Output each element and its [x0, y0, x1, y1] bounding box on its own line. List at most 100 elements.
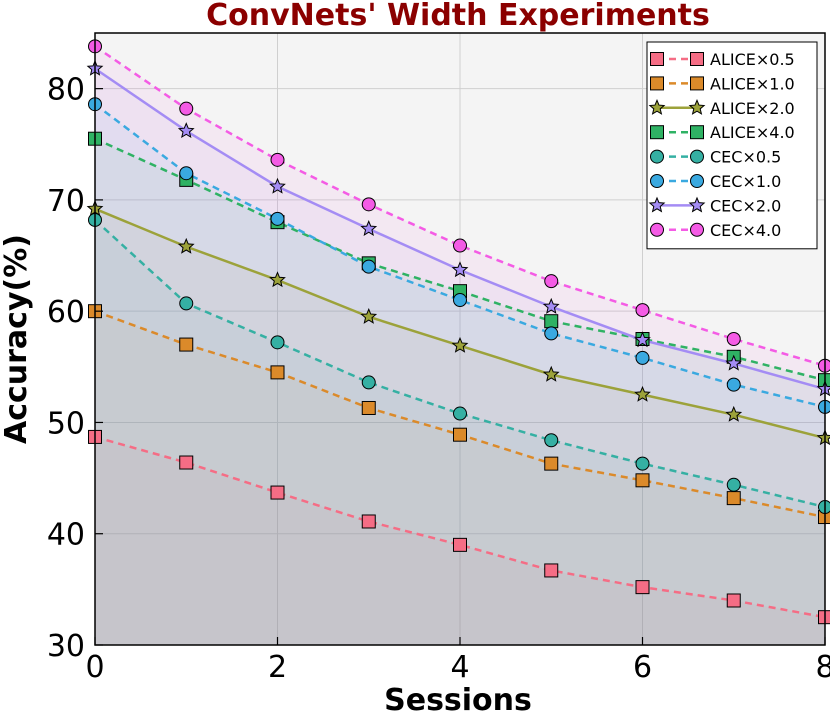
point-alice-1-0 [726, 491, 741, 506]
point-cec-2-0 [177, 122, 195, 139]
point-alice-1-0 [179, 337, 194, 352]
legend-marker-alice-0-5 [650, 52, 664, 66]
point-alice-1-0 [270, 365, 285, 380]
point-cec-0-5 [453, 406, 467, 421]
axis-ticks: 0 2 4 6 8 30 40 50 60 70 80 [47, 73, 830, 685]
point-cec-0-5 [361, 375, 376, 390]
legend-label-cec-0-5: CEC×0.5 [710, 148, 781, 167]
point-alice-2-0 [725, 405, 743, 422]
y-tick-label: 60 [47, 295, 85, 330]
legend-marker-cec-1-0 [650, 174, 664, 188]
point-alice-0-5 [270, 485, 285, 500]
point-alice-0-5 [726, 593, 741, 608]
chart-title: ConvNets' Width Experiments [206, 0, 710, 33]
legend-marker-alice-2-0 [648, 98, 666, 115]
y-axis-label: Accuracy(%) [0, 234, 34, 444]
point-alice-0-5 [635, 580, 650, 595]
point-alice-2-0 [451, 336, 469, 353]
legend-label-cec-4-0: CEC×4.0 [710, 221, 781, 240]
legend-marker-alice-4-0 [650, 125, 664, 140]
point-alice-2-0 [177, 237, 195, 254]
area-cec-1-0 [95, 104, 825, 645]
point-cec-4-0 [726, 332, 741, 346]
legend-marker-cec-2-0 [688, 196, 706, 213]
point-alice-0-5 [361, 514, 376, 529]
x-tick-label: 8 [815, 650, 830, 685]
legend-marker-cec-1-0 [690, 174, 704, 188]
point-cec-0-5 [179, 296, 194, 311]
point-alice-1-0 [635, 473, 650, 488]
y-tick-label: 70 [47, 184, 85, 219]
legend-label-alice-1-0: ALICE×1.0 [710, 74, 795, 93]
legend-marker-alice-0-5 [690, 52, 704, 66]
legend-label-cec-1-0: CEC×1.0 [710, 172, 781, 191]
point-cec-4-0 [361, 197, 376, 212]
point-cec-0-5 [635, 456, 650, 471]
line-cec-4-0 [94, 45, 826, 367]
legend-label-alice-0-5: ALICE×0.5 [710, 50, 795, 69]
x-tick-label: 6 [633, 650, 652, 685]
point-cec-2-0 [634, 331, 651, 348]
point-cec-1-0 [635, 350, 650, 365]
legend: ALICE×0.5 ALICE×1.0 ALICE×2.0 ALICE×4.0 CEC×… [646, 41, 818, 250]
line-cec-0-5 [94, 219, 826, 509]
point-cec-2-0 [269, 177, 286, 194]
area-alice-4-0 [95, 138, 825, 645]
point-cec-0-5 [270, 335, 285, 350]
point-cec-1-0 [361, 259, 376, 274]
point-alice-2-0 [269, 271, 286, 288]
point-cec-1-0 [726, 377, 741, 392]
point-alice-2-0 [542, 365, 560, 382]
x-tick-label: 0 [85, 650, 104, 685]
point-alice-1-0 [361, 400, 376, 415]
legend-marker-cec-0-5 [690, 149, 704, 164]
legend-label-alice-2-0: ALICE×2.0 [710, 99, 795, 118]
point-cec-1-0 [179, 166, 194, 181]
point-cec-2-0 [360, 220, 378, 236]
y-tick-label: 80 [47, 73, 85, 108]
point-cec-2-0 [542, 297, 560, 314]
point-alice-0-5 [179, 455, 194, 470]
point-cec-1-0 [270, 211, 285, 226]
y-tick-label: 50 [47, 406, 85, 441]
legend-label-alice-4-0: ALICE×4.0 [710, 123, 795, 142]
legend-marker-cec-4-0 [650, 222, 664, 237]
point-cec-2-0 [725, 354, 743, 371]
x-tick-label: 2 [268, 650, 287, 685]
point-cec-4-0 [635, 303, 650, 318]
point-alice-4-0 [544, 314, 559, 329]
point-cec-4-0 [453, 238, 467, 253]
point-alice-2-0 [360, 307, 378, 324]
legend-marker-alice-4-0 [690, 125, 704, 140]
y-tick-label: 30 [47, 629, 85, 664]
point-cec-4-0 [544, 274, 559, 289]
point-cec-1-0 [544, 326, 559, 341]
point-alice-1-0 [453, 427, 467, 442]
point-alice-1-0 [544, 456, 559, 471]
area-alice-1-0 [95, 311, 825, 645]
point-alice-2-0 [634, 385, 651, 402]
point-alice-0-5 [544, 563, 559, 578]
legend-label-cec-2-0: CEC×2.0 [710, 196, 781, 215]
legend-marker-cec-2-0 [648, 196, 666, 213]
line-cec-1-0 [94, 103, 826, 409]
legend-marker-cec-4-0 [690, 222, 704, 237]
y-tick-label: 40 [47, 518, 85, 553]
point-cec-4-0 [270, 152, 285, 167]
point-cec-0-5 [544, 433, 559, 448]
legend-marker-cec-0-5 [650, 149, 664, 164]
point-cec-2-0 [451, 261, 469, 278]
area-alice-2-0 [95, 208, 825, 645]
x-tick-label: 4 [450, 650, 469, 685]
legend-box [646, 41, 818, 250]
legend-marker-alice-2-0 [688, 98, 706, 115]
point-cec-1-0 [453, 293, 467, 308]
legend-marker-alice-1-0 [690, 76, 704, 91]
legend-marker-alice-1-0 [650, 76, 664, 91]
point-cec-4-0 [179, 101, 194, 116]
line-alice-0-5 [94, 435, 826, 619]
point-cec-0-5 [726, 477, 741, 492]
x-axis-label: Sessions [384, 683, 532, 714]
point-alice-0-5 [453, 537, 467, 552]
